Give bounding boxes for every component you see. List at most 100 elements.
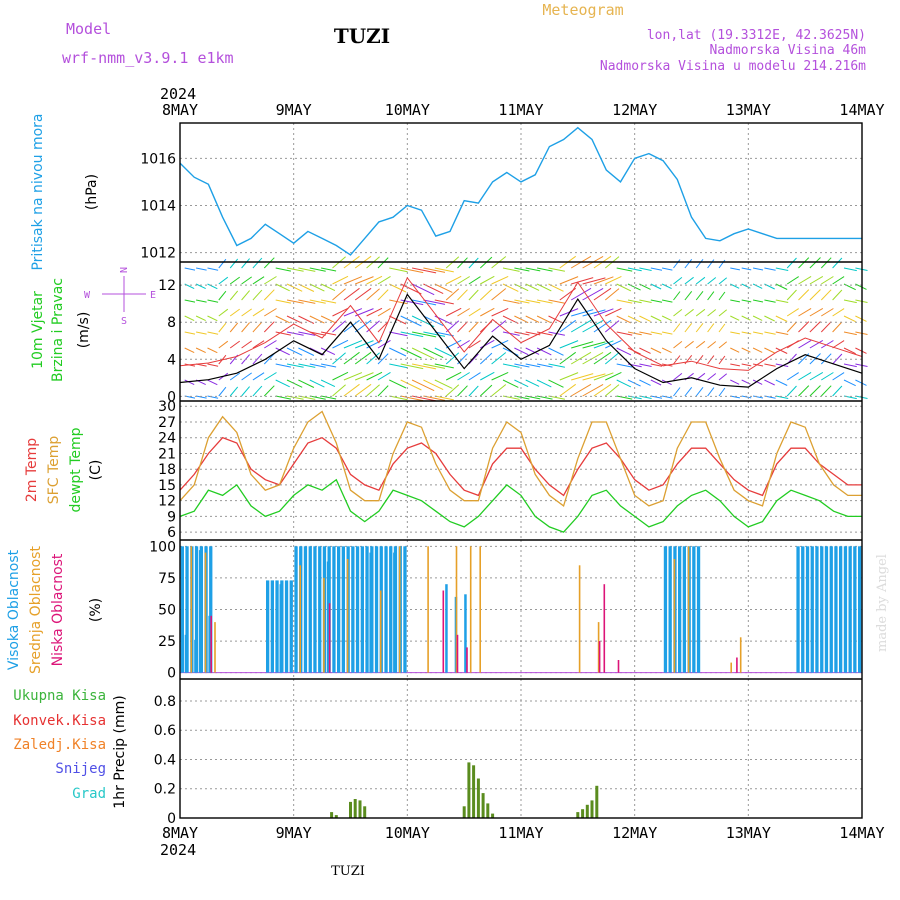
- wind-speed-line: [179, 293, 863, 388]
- wind-arrow: [445, 371, 462, 381]
- wind-arrow: [684, 386, 693, 397]
- wind-gust-line: [179, 276, 863, 371]
- wind-arrow: [514, 331, 530, 336]
- wind-arrow: [775, 331, 789, 335]
- wind-arrow: [775, 283, 788, 290]
- high-cloud-bar: [313, 546, 317, 673]
- wind-arrow: [502, 267, 520, 272]
- wind-arrow: [411, 299, 437, 306]
- precip-panel: 0 0.2 0.4 0.6 0.8 Ukupna Kisa Konvek.Kisa Zaled…: [13, 679, 862, 827]
- wind-arrow: [786, 257, 797, 269]
- wind-arrow: [786, 308, 799, 317]
- mid-cloud-spike: [204, 552, 207, 673]
- wind-arrow: [445, 384, 460, 397]
- wind-arrow: [321, 331, 337, 336]
- wind-arrow: [434, 299, 454, 305]
- wind-arrow: [798, 385, 810, 397]
- wind-arrow: [786, 372, 799, 381]
- wind-arrow: [582, 319, 604, 333]
- wind-arrow: [468, 321, 479, 333]
- wind-arrow: [502, 331, 520, 336]
- wind-arrow: [582, 383, 604, 397]
- wind-arrow: [536, 283, 552, 292]
- high-cloud-bar: [848, 546, 852, 673]
- wind-arrow: [695, 386, 704, 397]
- wind-arrow: [548, 363, 565, 368]
- x-tick-bottom: 13MAY: [726, 824, 771, 842]
- precip-bar: [476, 778, 480, 818]
- low-cloud-spike: [466, 647, 468, 673]
- wind-arrow: [468, 276, 481, 285]
- mid-cloud-spike: [427, 546, 429, 673]
- wind-arrow: [434, 395, 454, 401]
- wind-arrow: [286, 379, 303, 388]
- mid-cloud-spike: [379, 590, 382, 673]
- wind-arrow: [514, 315, 529, 324]
- wind-arrow: [502, 347, 519, 356]
- wind-arrow: [593, 308, 614, 317]
- wind-arrow: [366, 371, 383, 381]
- wind-arrow: [753, 395, 764, 399]
- wind-arrow: [537, 331, 553, 336]
- high-cloud-bar: [696, 546, 701, 673]
- wind-arrow: [525, 267, 541, 272]
- x-tick-bottom: 8MAY: [162, 824, 198, 842]
- wind-arrow: [820, 257, 832, 269]
- wind-arrow: [605, 275, 622, 285]
- wind-arrow: [605, 307, 622, 317]
- cloud-unit-label: (%): [88, 598, 104, 622]
- wind-arrow: [229, 386, 239, 397]
- cloud-ytick-label: 100: [149, 539, 176, 555]
- wind-arrow: [184, 347, 195, 354]
- high-cloud-bar: [853, 546, 857, 673]
- wind-arrow: [400, 331, 424, 338]
- temp-ytick-label: 15: [158, 478, 176, 494]
- precip-bar: [467, 762, 471, 818]
- wind-arrow: [207, 267, 219, 271]
- wind-arrow: [571, 373, 594, 381]
- wind-arrow: [480, 371, 495, 381]
- wind-arrow: [343, 351, 360, 365]
- wind-arrow: [468, 372, 481, 381]
- wind-arrow: [434, 347, 453, 357]
- wind-arrow: [593, 351, 612, 365]
- wind-arrow: [775, 379, 788, 386]
- temp-ytick-label: 12: [158, 494, 176, 510]
- wind-arrow: [491, 339, 509, 349]
- wind-arrow: [730, 379, 740, 385]
- wind-arrow: [218, 258, 227, 269]
- dewpt-ylabel: dewpt Temp: [68, 427, 84, 512]
- wind-arrow: [423, 267, 446, 273]
- mid-cloud-spike: [469, 546, 472, 673]
- pressure-line: [179, 126, 862, 256]
- wind-arrow: [400, 363, 424, 370]
- wind-arrow: [434, 331, 454, 337]
- wind-arrow: [275, 267, 291, 272]
- low-cloud-spike: [328, 603, 331, 673]
- wind-arrow: [718, 323, 726, 333]
- wind-arrow: [570, 351, 592, 365]
- wind-arrow: [786, 276, 799, 285]
- wind-arrow: [377, 307, 391, 317]
- wind-arrow: [786, 385, 797, 397]
- wind-arrow: [229, 276, 240, 285]
- wind-arrow: [695, 276, 706, 285]
- high-cloud-spike: [393, 552, 396, 673]
- precip-ytick-label: 0: [167, 811, 176, 827]
- wind-arrow: [195, 315, 206, 322]
- wind-arrow: [263, 385, 275, 397]
- mid-cloud-spike: [323, 577, 325, 673]
- wind-arrow: [741, 283, 751, 289]
- wind-arrow: [400, 395, 424, 402]
- wind-arrow: [673, 341, 683, 349]
- wind-arrow: [309, 347, 325, 356]
- wind-arrow: [263, 257, 275, 269]
- wind-arrow: [389, 331, 408, 337]
- wind-arrow: [229, 258, 239, 269]
- high-cloud-bar: [389, 546, 393, 673]
- wind-arrow: [468, 385, 479, 397]
- wind-arrow: [786, 321, 797, 333]
- high-cloud-bar: [858, 546, 862, 673]
- wind-arrow: [298, 331, 316, 336]
- wind-arrow: [843, 331, 857, 336]
